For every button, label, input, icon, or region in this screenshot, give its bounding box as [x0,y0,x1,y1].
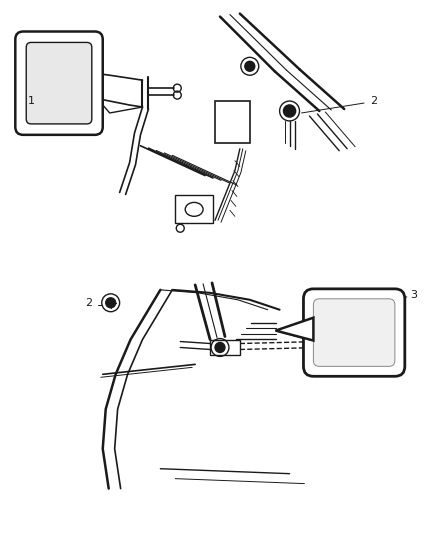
Circle shape [283,105,296,117]
FancyBboxPatch shape [15,31,103,135]
Circle shape [106,298,116,308]
Text: 2: 2 [85,298,92,308]
Circle shape [245,61,255,71]
Text: 3: 3 [410,290,417,300]
Bar [175,196,213,223]
Ellipse shape [185,203,203,216]
Circle shape [215,343,225,352]
FancyBboxPatch shape [314,299,395,366]
Text: 1: 1 [28,96,35,106]
Text: 2: 2 [371,96,378,106]
FancyBboxPatch shape [304,289,405,376]
FancyBboxPatch shape [26,43,92,124]
Bar [215,101,250,143]
Polygon shape [276,318,314,341]
Bar [210,340,240,356]
